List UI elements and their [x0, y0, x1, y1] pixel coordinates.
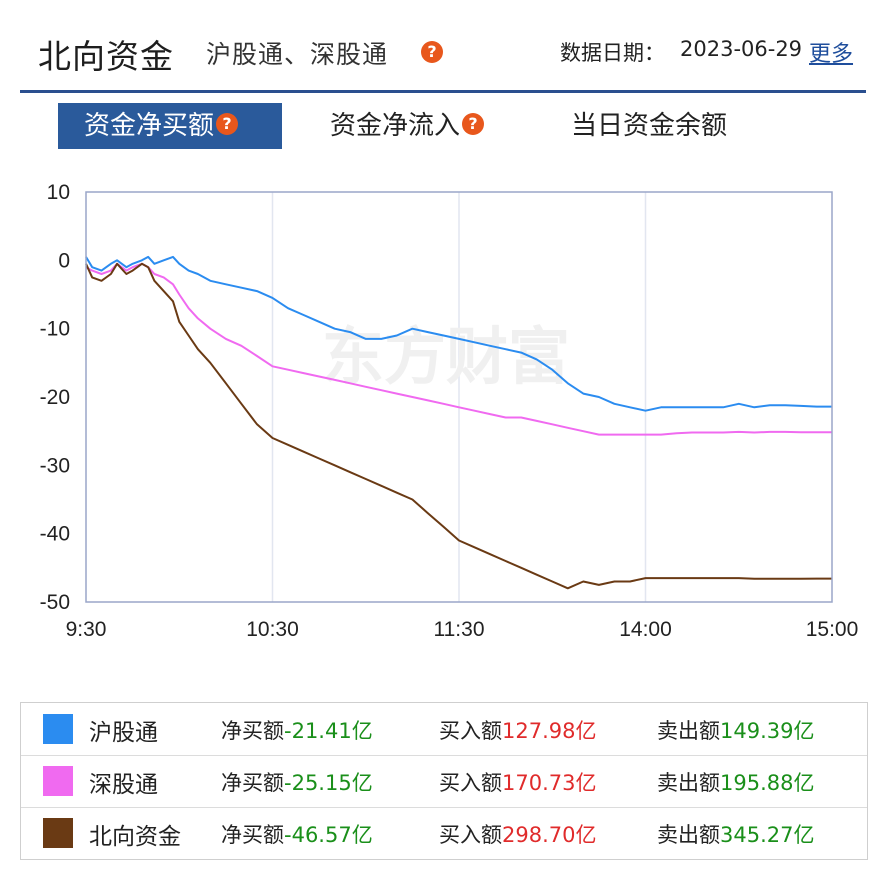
sell-label: 卖出额: [657, 771, 720, 795]
tab-balance-label: 当日资金余额: [571, 111, 728, 141]
tab-net-inflow-label: 资金净流入: [330, 111, 461, 141]
watermark: 东方财富: [322, 320, 570, 393]
net-buy-value: -25.15亿: [284, 771, 373, 795]
series-line-north: [85, 262, 832, 590]
legend-row-sgt: 深股通 净买额-25.15亿 买入额170.73亿 卖出额195.88亿: [21, 755, 867, 808]
date-value: 2023-06-29: [680, 37, 803, 61]
swatch-hgt: [43, 714, 73, 744]
buy-value: 127.98亿: [502, 719, 597, 743]
y-tick-label: -30: [40, 454, 70, 477]
net-buy-cell: 净买额-21.41亿: [221, 715, 373, 745]
x-tick-label: 9:30: [66, 618, 107, 641]
legend-table: 沪股通 净买额-21.41亿 买入额127.98亿 卖出额149.39亿 深股通…: [20, 702, 868, 860]
sell-label: 卖出额: [657, 823, 720, 847]
help-icon[interactable]: ?: [421, 41, 443, 63]
sell-cell: 卖出额345.27亿: [657, 819, 814, 849]
buy-label: 买入额: [439, 823, 502, 847]
buy-cell: 买入额127.98亿: [439, 715, 596, 745]
net-buy-value: -46.57亿: [284, 823, 373, 847]
x-tick-label: 15:00: [806, 618, 859, 641]
page-title: 北向资金: [38, 37, 174, 76]
x-tick-label: 14:00: [619, 618, 672, 641]
sell-label: 卖出额: [657, 719, 720, 743]
series-line-sgt: [85, 262, 832, 436]
x-axis: 9:30 10:30 11:30 14:00 15:00: [66, 618, 859, 641]
help-icon[interactable]: ?: [462, 112, 485, 135]
sell-cell: 卖出额195.88亿: [657, 767, 814, 797]
y-axis: 10 0 -10 -20 -30 -40 -50: [40, 181, 70, 614]
more-link[interactable]: 更多: [809, 42, 854, 67]
y-tick-label: -10: [40, 318, 70, 341]
net-buy-label: 净买额: [221, 719, 284, 743]
x-tick-label: 11:30: [434, 618, 485, 641]
legend-name: 沪股通: [89, 720, 158, 746]
net-buy-label: 净买额: [221, 771, 284, 795]
buy-value: 298.70亿: [502, 823, 597, 847]
sell-value: 149.39亿: [720, 719, 815, 743]
sell-cell: 卖出额149.39亿: [657, 715, 814, 745]
buy-value: 170.73亿: [502, 771, 597, 795]
legend-name: 深股通: [89, 772, 158, 798]
grid-lines: [271, 192, 647, 602]
swatch-sgt: [43, 766, 73, 796]
header-divider: [20, 90, 866, 93]
net-buy-label: 净买额: [221, 823, 284, 847]
net-buy-cell: 净买额-25.15亿: [221, 767, 373, 797]
legend-row-hgt: 沪股通 净买额-21.41亿 买入额127.98亿 卖出额149.39亿: [21, 703, 867, 756]
header: 北向资金 沪股通、深股通 ? 数据日期： 2023-06-29 更多: [0, 0, 896, 93]
tab-net-buy[interactable]: 资金净买额?: [58, 103, 282, 149]
tab-net-inflow[interactable]: 资金净流入?: [330, 103, 485, 149]
sell-value: 345.27亿: [720, 823, 815, 847]
buy-cell: 买入额298.70亿: [439, 819, 596, 849]
swatch-north: [43, 818, 73, 848]
help-icon[interactable]: ?: [216, 112, 239, 135]
y-tick-label: -50: [40, 591, 70, 614]
date-label: 数据日期：: [560, 41, 665, 65]
sell-value: 195.88亿: [720, 771, 815, 795]
legend-row-north: 北向资金 净买额-46.57亿 买入额298.70亿 卖出额345.27亿: [21, 807, 867, 859]
page-subtitle: 沪股通、深股通: [206, 40, 389, 69]
y-tick-label: 0: [58, 249, 70, 272]
legend-name: 北向资金: [89, 824, 181, 850]
buy-label: 买入额: [439, 719, 502, 743]
plot-frame: [85, 191, 833, 603]
y-tick-label: -20: [40, 386, 70, 409]
buy-label: 买入额: [439, 771, 502, 795]
y-tick-label: -40: [40, 523, 70, 546]
tab-net-buy-label: 资金净买额: [84, 111, 215, 141]
tab-balance[interactable]: 当日资金余额: [571, 103, 727, 149]
y-tick-label: 10: [47, 181, 70, 204]
x-tick-label: 10:30: [246, 618, 299, 641]
net-buy-value: -21.41亿: [284, 719, 373, 743]
net-buy-cell: 净买额-46.57亿: [221, 819, 373, 849]
line-chart: 东方财富 10 0 -10 -20 -30 -40 -50 9:30 10:30 11:30 14…: [40, 181, 859, 641]
series-layer: [85, 255, 832, 590]
buy-cell: 买入额170.73亿: [439, 767, 596, 797]
series-line-hgt: [85, 255, 832, 412]
tab-bar: 资金净买额? 资金净流入? 当日资金余额: [0, 103, 896, 151]
